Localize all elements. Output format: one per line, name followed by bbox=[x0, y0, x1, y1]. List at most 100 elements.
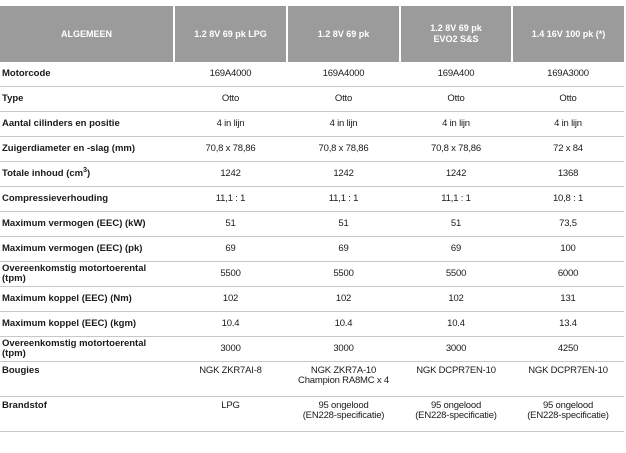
cell-text: 95 ongelood bbox=[318, 400, 369, 411]
row-label-text: Maximum vermogen (EEC) (pk) bbox=[2, 243, 143, 254]
table-cell: 4 in lijn bbox=[512, 111, 624, 137]
cell-text: 5500 bbox=[445, 268, 467, 279]
cell-text: 102 bbox=[448, 293, 464, 304]
cell-text: 72 x 84 bbox=[553, 143, 583, 154]
cell-text: 5500 bbox=[220, 268, 241, 279]
engine-spec-table: ALGEMEEN 1.2 8V 69 pk LPG 1.2 8V 69 pk 1.2 … bbox=[0, 6, 624, 432]
table-cell: 3000 bbox=[400, 336, 512, 362]
row-label: Motorcode bbox=[0, 62, 174, 87]
table-cell: NGK DCPR7EN-10 bbox=[512, 361, 624, 397]
table-cell: 70,8 x 78,86 bbox=[400, 136, 512, 162]
cell-text: 13.4 bbox=[559, 318, 577, 329]
header-text: 1.2 8V 69 pk bbox=[430, 23, 482, 33]
cell-text: 102 bbox=[222, 293, 239, 304]
table-row: Bougies NGK ZKR7AI-8 NGK ZKR7A-10 Champion … bbox=[0, 361, 624, 397]
row-label: Maximum vermogen (EEC) (pk) bbox=[0, 236, 174, 262]
table-cell: 95 ongelood (EN228-specificatie) bbox=[512, 396, 624, 432]
cell-text: 10.4 bbox=[221, 318, 240, 329]
table-cell: 69 bbox=[400, 236, 512, 262]
table-cell: 1368 bbox=[512, 161, 624, 187]
table-cell: 102 bbox=[174, 286, 287, 312]
row-label-text: Compressieverhouding bbox=[2, 193, 109, 204]
cell-text: 4 in lijn bbox=[216, 118, 245, 129]
table-row: Maximum vermogen (EEC) (kW) 51 51 51 73,5 bbox=[0, 211, 624, 237]
cell-text: 4250 bbox=[557, 343, 579, 354]
table-cell: LPG bbox=[174, 396, 287, 432]
table-row: Maximum vermogen (EEC) (pk) 69 69 69 100 bbox=[0, 236, 624, 262]
cell-text: 1242 bbox=[445, 168, 467, 179]
table-header: ALGEMEEN 1.2 8V 69 pk LPG 1.2 8V 69 pk 1.2 … bbox=[0, 6, 624, 62]
row-label: Zuigerdiameter en -slag (mm) bbox=[0, 136, 174, 162]
table-row: Overeenkomstig motortoerental (tpm) 5500 5… bbox=[0, 261, 624, 287]
row-label-text: Aantal cilinders en positie bbox=[2, 118, 120, 129]
table-cell: 10,8 : 1 bbox=[512, 186, 624, 212]
table-cell: 5500 bbox=[287, 261, 400, 287]
cell-text: 5500 bbox=[333, 268, 354, 279]
table-cell: 11,1 : 1 bbox=[174, 186, 287, 212]
cell-text: 11,1 : 1 bbox=[215, 193, 246, 204]
table-cell: 70,8 x 78,86 bbox=[174, 136, 287, 162]
row-label: Brandstof bbox=[0, 396, 174, 432]
cell-text: 169A4000 bbox=[322, 68, 365, 79]
row-label: Compressieverhouding bbox=[0, 186, 174, 212]
header-cell-variant: 1.2 8V 69 pk LPG bbox=[174, 6, 288, 62]
cell-text: (EN228-specificatie) bbox=[527, 410, 609, 421]
row-label-text: Totale inhoud (cm bbox=[2, 168, 84, 179]
table-cell: NGK ZKR7AI-8 bbox=[174, 361, 287, 397]
table-cell: NGK DCPR7EN-10 bbox=[400, 361, 512, 397]
row-label-suffix: ) bbox=[87, 168, 91, 179]
table-cell: 3000 bbox=[287, 336, 400, 362]
cell-text: 70,8 x 78,86 bbox=[318, 143, 369, 154]
table-cell: 100 bbox=[512, 236, 624, 262]
header-cell-section: ALGEMEEN bbox=[0, 6, 175, 62]
cell-text: NGK ZKR7AI-8 bbox=[199, 365, 262, 376]
header-cell-variant: 1.4 16V 100 pk (*) bbox=[512, 6, 624, 62]
header-text: ALGEMEEN bbox=[60, 28, 112, 39]
cell-text: 3000 bbox=[220, 343, 241, 354]
table-cell: 169A3000 bbox=[512, 62, 624, 87]
table-row: Compressieverhouding 11,1 : 1 11,1 : 1 11,1… bbox=[0, 186, 624, 212]
table-cell: 4 in lijn bbox=[174, 111, 287, 137]
cell-text: 1368 bbox=[557, 168, 579, 179]
row-label-text: Type bbox=[2, 93, 24, 104]
table-cell: 73,5 bbox=[512, 211, 624, 237]
table-cell: 51 bbox=[287, 211, 400, 237]
table-cell: 4 in lijn bbox=[400, 111, 512, 137]
header-cell-variant: 1.2 8V 69 pk bbox=[287, 6, 401, 62]
cell-text: NGK DCPR7EN-10 bbox=[528, 365, 608, 376]
cell-text: 169A400 bbox=[437, 68, 475, 79]
cell-text: 4 in lijn bbox=[329, 118, 358, 129]
table-cell: Otto bbox=[174, 86, 287, 112]
row-label-text: Brandstof bbox=[2, 400, 47, 411]
row-label: Maximum koppel (EEC) (kgm) bbox=[0, 311, 174, 337]
table-cell: 95 ongelood (EN228-specificatie) bbox=[287, 396, 400, 432]
cell-text: (EN228-specificatie) bbox=[302, 410, 385, 421]
table-cell: Otto bbox=[287, 86, 400, 112]
table-cell: 10.4 bbox=[287, 311, 400, 337]
cell-text: 1242 bbox=[333, 168, 354, 179]
table-cell: 13.4 bbox=[512, 311, 624, 337]
cell-text: 1242 bbox=[220, 168, 241, 179]
header-text: EVO2 S&S bbox=[433, 34, 479, 44]
table-row: Brandstof LPG 95 ongelood (EN228-specificat… bbox=[0, 396, 624, 432]
header-row: ALGEMEEN 1.2 8V 69 pk LPG 1.2 8V 69 pk 1.2 … bbox=[0, 6, 624, 62]
header-cell-variant: 1.2 8V 69 pk EVO2 S&S bbox=[400, 6, 513, 62]
table-row: Maximum koppel (EEC) (kgm) 10.4 10.4 10.4 13… bbox=[0, 311, 624, 337]
row-label: Bougies bbox=[0, 361, 174, 397]
cell-text: NGK ZKR7A-10 bbox=[310, 365, 377, 376]
table-cell: 10.4 bbox=[174, 311, 287, 337]
row-label: Maximum vermogen (EEC) (kW) bbox=[0, 211, 174, 237]
row-label-text: Maximum vermogen (EEC) (kW) bbox=[2, 218, 146, 229]
table-cell: 1242 bbox=[400, 161, 512, 187]
table-cell: 72 x 84 bbox=[512, 136, 624, 162]
row-label: Totale inhoud (cm3) bbox=[0, 161, 174, 187]
row-label: Maximum koppel (EEC) (Nm) bbox=[0, 286, 174, 312]
row-label: Overeenkomstig motortoerental (tpm) bbox=[0, 336, 174, 362]
table-row: Motorcode 169A4000 169A4000 169A400 169A3000 bbox=[0, 62, 624, 87]
cell-text: (EN228-specificatie) bbox=[415, 410, 497, 421]
row-label: Overeenkomstig motortoerental (tpm) bbox=[0, 261, 174, 287]
cell-text: 169A3000 bbox=[547, 68, 589, 79]
header-text: 1.4 16V 100 pk (*) bbox=[531, 28, 606, 39]
table-cell: 3000 bbox=[174, 336, 287, 362]
